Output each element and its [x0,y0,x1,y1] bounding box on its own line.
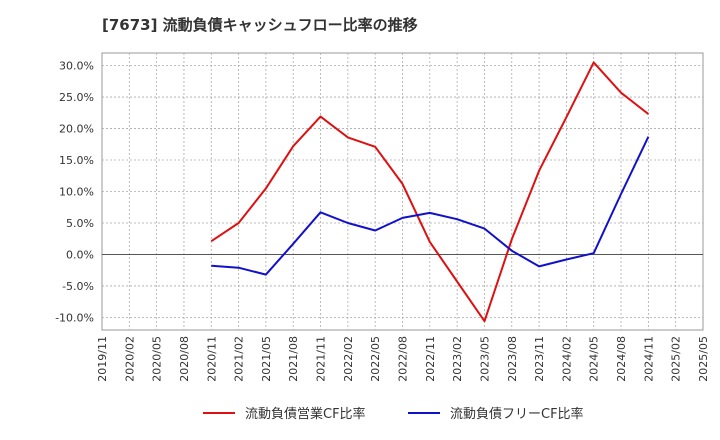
series-lines [210,61,650,323]
x-tick-label: 2022/02 [342,336,355,382]
x-tick-label: 2024/02 [560,336,573,382]
y-tick-label: 30.0% [59,60,94,73]
legend: 流動負債営業CF比率 流動負債フリーCF比率 [203,406,584,422]
x-tick-label: 2020/11 [205,336,218,382]
x-tick-label: 2025/05 [697,336,710,382]
x-tick-label: 2021/11 [315,336,328,382]
x-tick-label: 2024/05 [588,336,601,382]
x-tick-label: 2023/08 [506,336,519,382]
chart-title: [7673] 流動負債キャッシュフロー比率の推移 [102,16,418,34]
series-line-1 [210,61,650,323]
y-tick-label: 5.0% [66,217,94,230]
x-tick-label: 2020/05 [151,336,164,382]
y-tick-label: 25.0% [59,91,94,104]
x-tick-label: 2021/08 [287,336,300,382]
x-tick-label: 2019/11 [96,336,109,382]
y-tick-label: -5.0% [62,280,94,293]
x-tick-label: 2023/11 [533,336,546,382]
grid-lines [102,53,703,330]
series-line-2 [211,136,650,276]
x-tick-label: 2024/11 [642,336,655,382]
y-tick-label: 15.0% [59,154,94,167]
x-tick-label: 2024/08 [615,336,628,382]
x-tick-label: 2022/05 [369,336,382,382]
x-tick-label: 2020/08 [178,336,191,382]
x-tick-label: 2023/05 [478,336,491,382]
x-tick-label: 2025/02 [670,336,683,382]
axis-labels: 2019/11 2020/02 2020/05 2020/08 2020/11 2021/… [55,60,710,382]
legend-label-1: 流動負債営業CF比率 [245,406,366,422]
y-tick-label: 0.0% [66,248,94,261]
x-tick-label: 2021/05 [260,336,273,382]
x-tick-label: 2022/08 [397,336,410,382]
x-tick-label: 2021/02 [233,336,246,382]
y-tick-label: -10.0% [55,311,94,324]
x-tick-label: 2020/02 [123,336,136,382]
legend-label-2: 流動負債フリーCF比率 [450,406,584,422]
x-tick-label: 2023/02 [451,336,464,382]
y-tick-label: 10.0% [59,186,94,199]
y-tick-label: 20.0% [59,123,94,136]
x-tick-label: 2022/11 [424,336,437,382]
